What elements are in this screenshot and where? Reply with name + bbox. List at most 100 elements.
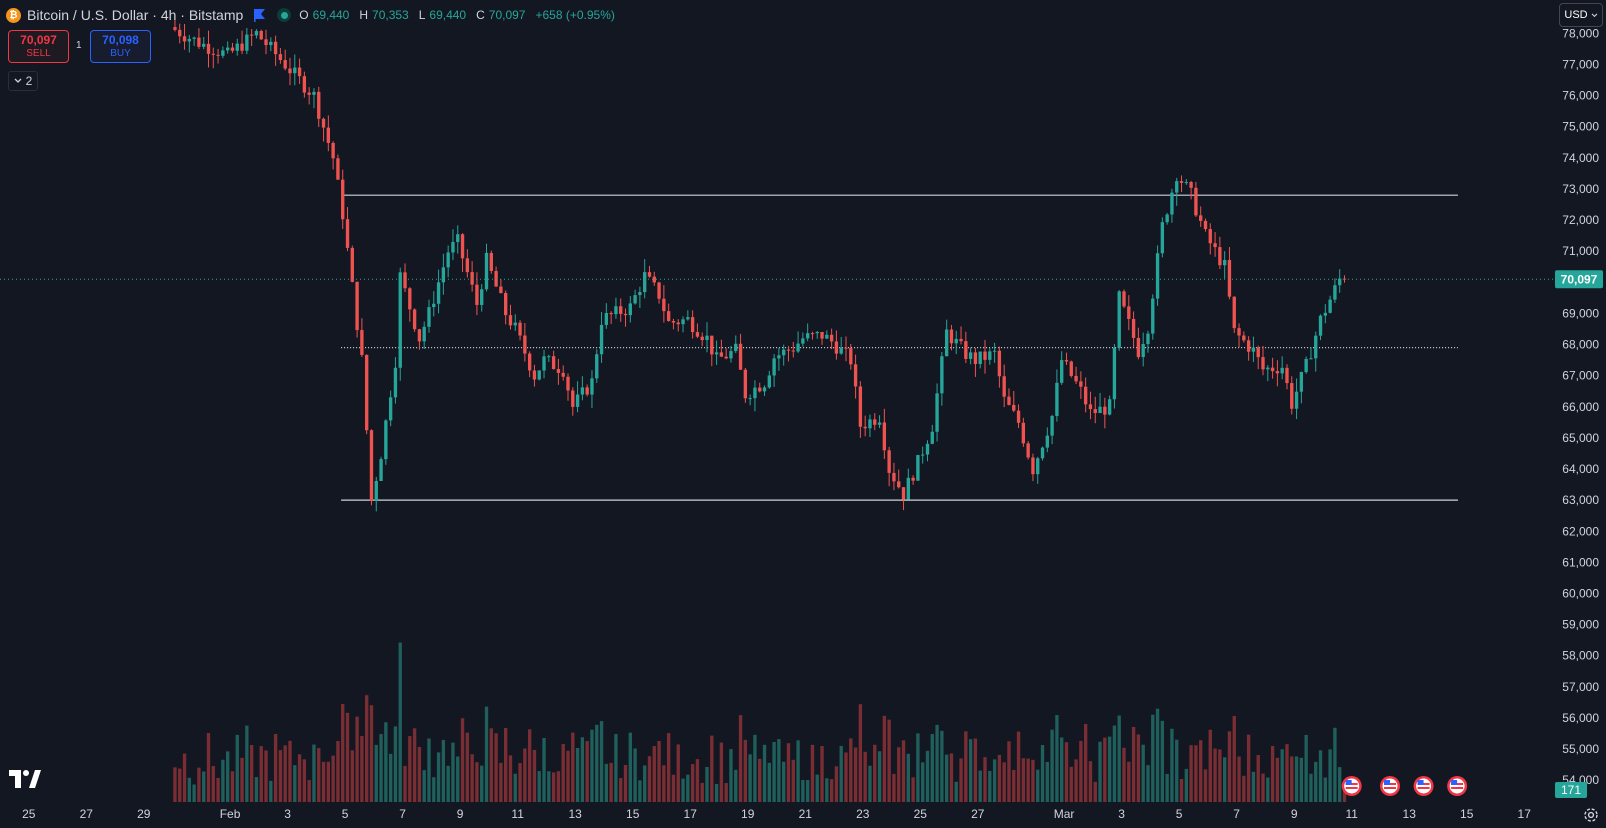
candle-body (312, 91, 316, 95)
time-tick-label: 7 (399, 807, 406, 821)
time-axis[interactable]: 25 27 29 Feb 3 5 7 9 11 13 15 17 19 21 23 25 27 Mar 3 5 7 9 11… (0, 802, 1553, 828)
candle-body (892, 472, 896, 482)
candle-body (1088, 404, 1093, 410)
volume-bar (235, 734, 239, 802)
currency-selector[interactable]: USD (1559, 3, 1603, 27)
volume-bar (844, 752, 848, 802)
volume-bar (619, 778, 623, 802)
volume-bar (829, 779, 834, 802)
candle-body (1338, 278, 1342, 286)
candle-body (1103, 406, 1107, 415)
candle-body (580, 387, 585, 395)
volume-bar (1107, 736, 1112, 802)
time-tick-label: 27 (971, 807, 985, 821)
buy-button[interactable]: 70,098 BUY (90, 30, 151, 63)
candle-body (662, 298, 666, 312)
candle-body (374, 480, 378, 501)
volume-bar (1251, 771, 1256, 802)
us-flag-stripe (1345, 787, 1358, 789)
candle-body (643, 272, 647, 293)
candle-body (738, 343, 743, 370)
time-tick-label: 23 (856, 807, 870, 821)
candle-body (470, 272, 474, 285)
candle-body (1266, 367, 1270, 370)
candle-body (657, 282, 661, 299)
candle-body (254, 30, 259, 36)
candle-body (1256, 347, 1260, 358)
candle-body (1175, 181, 1179, 193)
chevron-down-icon (14, 78, 22, 83)
volume-bar (197, 767, 201, 802)
candle-body (782, 349, 786, 356)
volume-bar (666, 733, 671, 802)
volume-bar (638, 780, 642, 802)
volume-bar (173, 767, 177, 802)
candle-body (566, 376, 570, 391)
volume-bar (355, 716, 359, 802)
volume-bar (1179, 778, 1184, 802)
price-axis[interactable]: 78,000 77,000 76,000 75,000 74,000 73,000 72,0… (1553, 0, 1606, 828)
volume-bar (1002, 762, 1006, 802)
candle-body (408, 288, 412, 310)
candle-body (853, 364, 858, 387)
volume-bar (815, 774, 819, 802)
candle-body (365, 354, 369, 431)
time-axis-bg (0, 802, 1553, 828)
volume-bar (1127, 761, 1131, 802)
indicators-toggle-button[interactable]: 2 (8, 71, 38, 91)
candle-body (1021, 422, 1026, 444)
volume-badge (1555, 782, 1587, 798)
volume-bar (853, 747, 858, 802)
candle-body (925, 443, 930, 455)
candle-body (633, 295, 637, 304)
volume-bar (1165, 773, 1169, 802)
candle-body (1179, 181, 1184, 183)
candle-body (1237, 328, 1241, 336)
candle-body (714, 352, 719, 355)
volume-bar (1036, 769, 1040, 802)
sell-button[interactable]: 70,097 SELL (8, 30, 69, 63)
price-tick-label: 74,000 (1562, 151, 1599, 165)
volume-bar (743, 739, 748, 802)
volume-bar (211, 766, 215, 802)
volume-bar (916, 733, 920, 802)
volume-bar (422, 770, 426, 802)
volume-bar (1170, 728, 1174, 802)
volume-bar (307, 780, 311, 802)
symbol-title[interactable]: Bitcoin / U.S. Dollar · 4h · Bitstamp (27, 7, 244, 23)
volume-bar (609, 762, 613, 802)
market-status-icon[interactable] (277, 8, 292, 22)
volume-bar (1280, 749, 1284, 802)
candle-body (187, 38, 192, 42)
volume-bar (417, 746, 422, 802)
volume-bar (317, 748, 321, 802)
candle-body (350, 247, 354, 282)
volume-bar (1299, 757, 1304, 802)
candle-body (1328, 299, 1332, 313)
candle-body (1189, 182, 1193, 188)
volume-bar (988, 770, 992, 802)
candle-body (1170, 192, 1174, 215)
volume-bar (782, 761, 786, 802)
spread-value: 1 (76, 40, 82, 51)
volume-bar (729, 749, 733, 802)
candle-body (724, 356, 728, 359)
tradingview-logo[interactable] (9, 768, 41, 790)
volume-bar (1098, 741, 1102, 802)
candle-body (595, 354, 599, 379)
volume-bar (1136, 734, 1141, 802)
flag-icon[interactable] (253, 8, 267, 22)
candle-body (178, 29, 182, 37)
volume-bar (801, 779, 805, 802)
volume-bar (451, 742, 455, 802)
candle-body (666, 311, 671, 321)
candle-body (882, 422, 887, 451)
candle-body (293, 67, 297, 74)
volume-bar (374, 744, 378, 802)
volume-bar (398, 642, 402, 802)
candle-body (1122, 291, 1126, 307)
volume-bars (173, 642, 1347, 802)
settings-gear-icon[interactable] (1581, 805, 1601, 825)
volume-bar (1184, 768, 1188, 802)
